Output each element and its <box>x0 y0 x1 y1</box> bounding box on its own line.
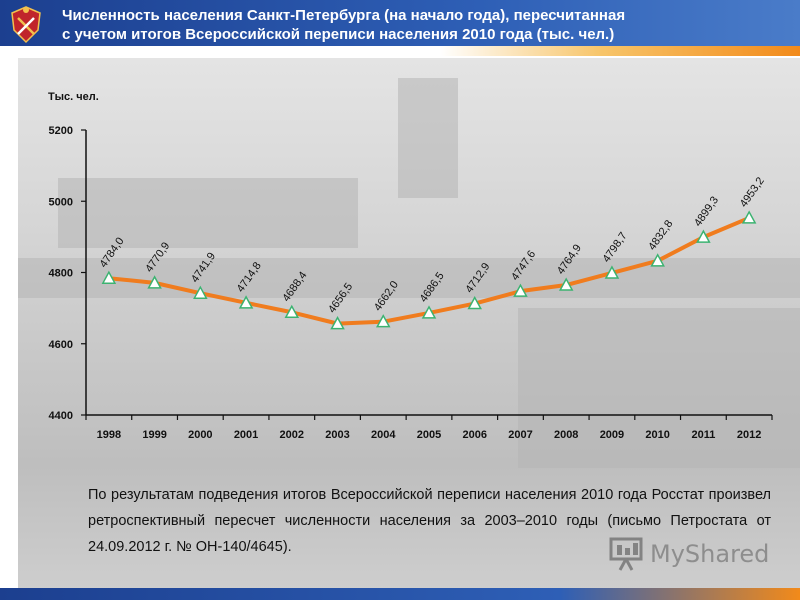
y-tick-label: 5000 <box>49 196 73 208</box>
data-point <box>604 265 620 279</box>
y-axis-label: Тыс. чел. <box>48 91 99 103</box>
x-tick-label: 2001 <box>234 429 258 441</box>
data-point <box>741 210 757 224</box>
data-point <box>101 270 117 284</box>
x-tick-label: 2006 <box>462 429 486 441</box>
y-tick-label: 4400 <box>49 410 73 422</box>
x-tick-label: 1999 <box>142 429 166 441</box>
city-coat-of-arms-icon <box>11 6 41 44</box>
x-tick-label: 2009 <box>600 429 624 441</box>
x-tick-label: 2004 <box>371 429 396 441</box>
x-tick-label: 2008 <box>554 429 578 441</box>
data-label: 4747,6 <box>509 248 538 282</box>
data-point <box>650 253 665 267</box>
title-line-2: с учетом итогов Всероссийской переписи н… <box>62 26 615 43</box>
x-tick-label: 2005 <box>417 429 441 441</box>
data-point <box>696 229 711 243</box>
bottom-bar <box>0 588 800 600</box>
x-tick-label: 2012 <box>737 429 761 441</box>
header-stripe <box>0 46 800 56</box>
data-point <box>330 316 345 330</box>
data-label: 4770,9 <box>143 240 172 274</box>
x-tick-label: 2010 <box>645 429 669 441</box>
data-label: 4662,0 <box>372 279 401 313</box>
y-tick-label: 4800 <box>49 268 73 280</box>
data-point <box>376 314 391 328</box>
x-tick-label: 2011 <box>691 429 715 441</box>
data-point <box>193 285 208 299</box>
data-point <box>238 295 254 309</box>
data-label: 4714,8 <box>235 260 264 294</box>
data-label: 4712,9 <box>463 261 492 295</box>
page-title: Численность населения Санкт-Петербурга (… <box>62 6 782 44</box>
data-label: 4784,0 <box>97 235 126 269</box>
data-label: 4953,2 <box>738 175 767 209</box>
watermark: MyShared <box>608 536 778 576</box>
x-tick-label: 2000 <box>188 429 212 441</box>
x-tick-label: 1998 <box>97 429 121 441</box>
data-label: 4899,3 <box>692 194 721 228</box>
data-point <box>421 305 437 319</box>
x-tick-label: 2003 <box>325 429 349 441</box>
data-point <box>558 277 574 291</box>
data-label: 4832,8 <box>646 218 675 252</box>
title-line-1: Численность населения Санкт-Петербурга (… <box>62 7 626 24</box>
watermark-text: MyShared <box>650 540 770 568</box>
presentation-board-icon <box>609 537 643 571</box>
data-point <box>147 275 162 289</box>
x-tick-label: 2007 <box>508 429 532 441</box>
data-label: 4688,4 <box>280 270 309 304</box>
x-tick-label: 2002 <box>280 429 304 441</box>
data-label: 4656,5 <box>326 281 355 315</box>
chart-caption: По результатам подведения итогов Всеросс… <box>88 487 771 555</box>
y-tick-label: 5200 <box>49 125 73 137</box>
background-photo <box>18 58 800 600</box>
data-label: 4686,5 <box>418 270 447 304</box>
data-point <box>467 295 482 310</box>
y-tick-label: 4600 <box>49 339 73 351</box>
data-label: 4764,9 <box>555 242 584 276</box>
data-label: 4798,7 <box>601 230 630 264</box>
data-label: 4741,9 <box>189 250 218 284</box>
data-point <box>284 304 300 319</box>
data-point <box>513 283 528 297</box>
header-bar: Численность населения Санкт-Петербурга (… <box>0 0 800 50</box>
